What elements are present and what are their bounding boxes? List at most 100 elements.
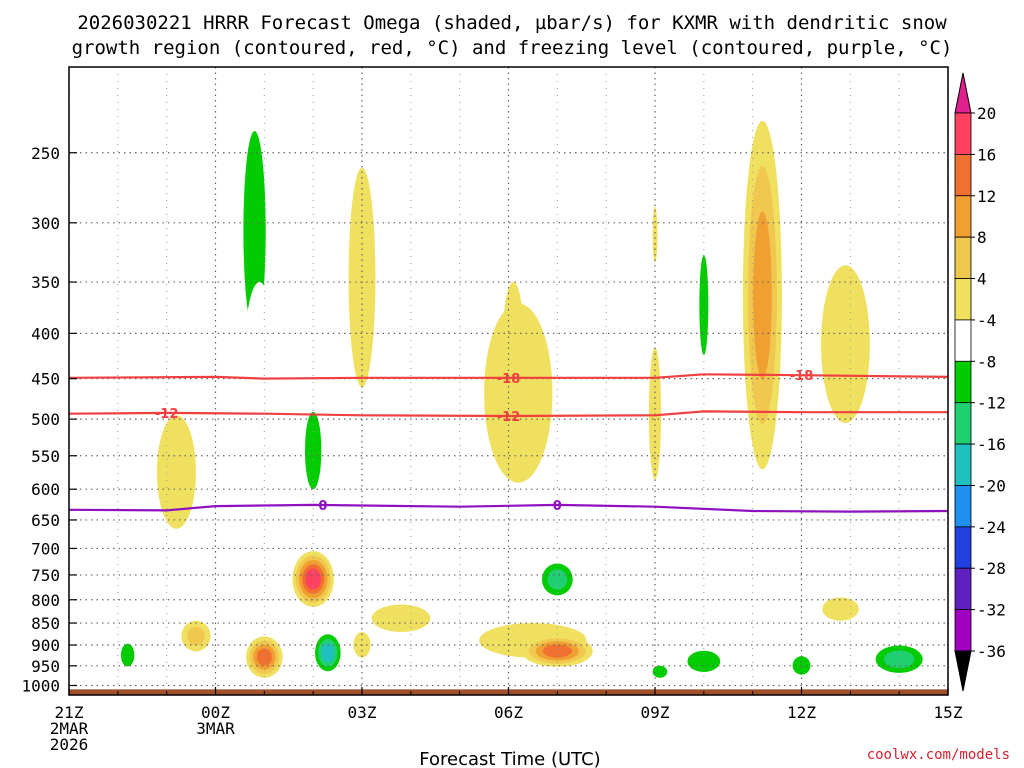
omega-region-17 [536,557,579,601]
isotherm-label-0: 0 [553,499,562,514]
omega-region-26 [676,643,731,679]
omega-region-12 [742,120,782,470]
omega-region-7 [502,282,525,412]
omega-region-5 [123,382,132,438]
x-tick-label-18-0: 15Z [934,703,963,722]
x-tick-label-0-2: 2026 [50,735,89,754]
credit-text: coolwx.com/models [867,747,1010,763]
y-tick-label-400: 400 [31,324,60,343]
y-tick-label-500: 500 [31,410,60,429]
y-tick-label-300: 300 [31,214,60,233]
omega-contour-4 [822,597,859,621]
x-tick-label-0-0: 21Z [55,703,84,722]
omega-region-19 [181,620,211,652]
isotherm-line--18 [68,373,949,380]
x-tick-label-9-0: 06Z [494,703,523,722]
colorbar-label--12: -12 [977,394,1006,413]
colorbar-label--20: -20 [977,476,1006,495]
isotherm-line--12 [68,410,948,418]
omega-contour--8 [120,643,135,667]
colorbar-label--32: -32 [977,601,1006,620]
y-tick-label-450: 450 [31,370,60,389]
omega-region-14 [749,530,756,545]
y-tick-label-900: 900 [31,636,60,655]
omega-contour--16 [321,643,335,663]
omega-region-29 [867,640,931,678]
colorbar-box-4 [954,278,972,321]
isotherm-label--12: -12 [497,410,521,425]
y-tick-label-600: 600 [31,480,60,499]
omega-region-18 [371,604,431,632]
chart-title-line2: growth region (contoured, red, °C) and f… [72,37,953,59]
isotherm-label--18: -18 [790,369,814,384]
omega-contour--8 [243,131,266,332]
colorbar-label-16: 16 [977,145,996,164]
colorbar-box--8 [954,360,972,404]
x-tick-label-12-0: 09Z [641,703,670,722]
omega-contour--4 [123,382,132,438]
omega-contour--8 [304,411,322,490]
colorbar-box-8 [954,236,972,279]
colorbar-box--4 [954,319,972,362]
isotherm-label-0: 0 [318,499,327,514]
omega-region-1 [244,282,275,427]
omega-region-16 [292,551,334,607]
omega-region-22 [311,629,344,676]
omega-contour-16 [542,644,573,658]
y-tick-label-700: 700 [31,539,60,558]
colorbar-label--36: -36 [977,642,1006,661]
colorbar-label--4: -4 [977,311,996,330]
chart-title-line1: 2026030221 HRRR Forecast Omega (shaded, … [77,12,947,34]
colorbar-label-4: 4 [977,270,987,289]
colorbar-box--24 [954,526,972,569]
x-tick-label-3-0: 00Z [201,703,230,722]
colorbar-top-arrow [954,72,972,114]
omega-contour-4 [502,282,525,412]
omega-contour--4 [167,563,185,592]
isotherm-label--12: -12 [155,407,179,422]
omega-colorbar: 20 16 12 8 4 -4 -8 -12 -16 -20 -24 -28 -32 -36 [954,72,1006,692]
omega-contour--8 [699,254,709,356]
colorbar-box--28 [954,567,972,611]
omega-contour-4 [371,604,431,632]
isotherm-label--18: -18 [497,372,521,387]
y-tick-label-250: 250 [31,144,60,163]
colorbar-label--24: -24 [977,518,1006,537]
isotherm--18: -18 -18 [68,369,949,387]
x-tick-label-0-1: 2MAR [50,719,89,738]
y-tick-label-1000: 1000 [21,677,60,696]
isotherm--12: -12 -12 [68,407,948,425]
y-tick-label-650: 650 [31,511,60,530]
omega-contour-16 [256,648,272,666]
omega-contour-4 [648,347,662,480]
x-axis-label: Forecast Time (UTC) [419,749,600,768]
omega-contour-20 [305,568,321,590]
omega-region-15 [167,563,185,592]
colorbar-label--8: -8 [977,352,996,371]
omega-contour--8 [687,650,721,672]
omega-contour-12 [753,211,772,379]
omega-contour--4 [749,530,756,545]
omega-region-13 [821,265,870,423]
grid-lines [68,67,949,695]
plot-area: -18 -18-12 -120 0 [68,66,949,696]
omega-contour-4 [156,415,196,529]
omega-region-9 [648,347,662,480]
colorbar-bottom-arrow [954,650,972,692]
colorbar-box--16 [954,443,972,486]
omega-contour-8 [187,626,205,646]
omega-region-10 [652,206,658,263]
x-tick-label-3-1: 3MAR [196,719,235,738]
omega-region-30 [822,597,859,621]
omega-contour--12 [883,650,915,669]
y-tick-label-750: 750 [31,566,60,585]
colorbar-label--28: -28 [977,559,1006,578]
omega-contour--12 [547,569,568,590]
y-tick-label-350: 350 [31,273,60,292]
colorbar-box-12 [954,195,972,238]
colorbar-box--20 [954,485,972,528]
omega-contour--4 [244,282,275,427]
